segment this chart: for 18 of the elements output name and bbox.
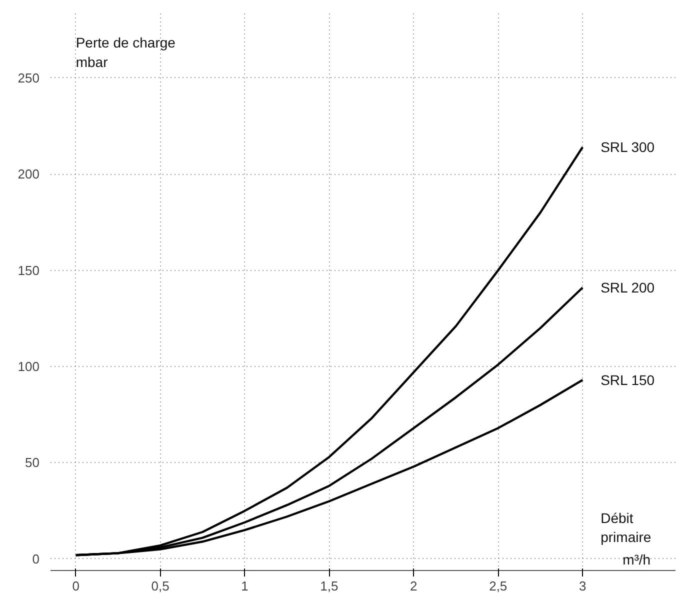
y-tick-label: 200 [18, 166, 40, 182]
x-tick-label: 0,5 [151, 578, 170, 594]
y-tick-label: 150 [18, 262, 40, 278]
x-tick-label: 2,5 [489, 578, 508, 594]
x-tick-label: 0 [72, 578, 80, 594]
y-axis-title: Perte de charge mbar [76, 34, 176, 70]
series-label: SRL 300 [600, 139, 655, 156]
x-tick-label: 1 [241, 578, 248, 594]
series-label: SRL 200 [600, 280, 655, 296]
y-tick-label: 50 [25, 455, 40, 470]
series-label: SRL 150 [600, 372, 655, 388]
y-tick-label: 250 [18, 70, 40, 86]
y-tick-label: 100 [18, 359, 40, 374]
x-tick-label: 3 [578, 578, 586, 594]
x-tick-label: 2 [410, 578, 418, 594]
x-tick-label: 1,5 [320, 578, 338, 594]
y-tick-label: 0 [32, 551, 40, 566]
annotation: m³/h [622, 552, 651, 568]
